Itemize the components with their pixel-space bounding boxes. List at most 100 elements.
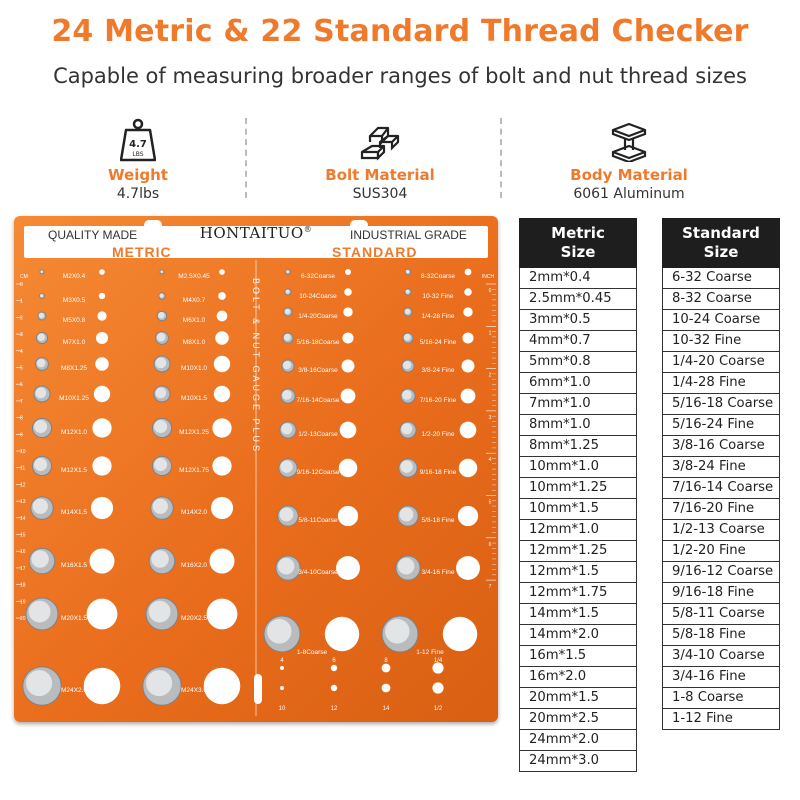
nut-gauge-hole <box>206 598 238 630</box>
standard-size-row: 1/2-13 Coarse <box>662 520 780 541</box>
bolt-gauge <box>401 359 415 373</box>
inch-tick-label: 4 <box>489 457 492 463</box>
center-gauge-text: BOLT & NUT GAUGE PLUS <box>251 278 261 454</box>
nut-gauge-hole <box>336 556 360 580</box>
bolt-gauge <box>400 388 416 404</box>
nut-gauge-hole <box>458 458 478 478</box>
spec-bolt-material: Bolt Material SUS304 <box>255 116 505 202</box>
cm-tick-label: 19 <box>20 599 26 605</box>
nut-gauge-hole <box>341 359 355 373</box>
nut-gauge-hole <box>442 616 478 652</box>
bolt-gauge <box>156 310 168 322</box>
drill-size-label: 10 <box>279 706 286 712</box>
bolt-gauge <box>158 292 166 300</box>
bolt-gauge <box>402 332 414 344</box>
bolt-gauge <box>399 421 417 439</box>
metric-size-row: 14mm*1.5 <box>519 604 637 625</box>
standard-gauge-label: 9/16-12Coarse <box>297 469 340 476</box>
nut-gauge-hole <box>89 548 115 574</box>
weight-icon-number: 4.7 <box>129 139 147 150</box>
drill-size-label: 12 <box>331 706 338 712</box>
bolt-gauge <box>159 269 165 275</box>
bolt-gauge <box>278 458 298 478</box>
nut-gauge-hole <box>324 616 360 652</box>
nut-gauge-hole <box>99 269 105 275</box>
bolt-gauge <box>404 288 412 296</box>
bolt-gauge <box>153 355 171 373</box>
metric-gauge-label: M3X0.5 <box>63 297 86 304</box>
cm-tick-label: 11 <box>20 466 25 472</box>
metric-size-row: 10mm*1.0 <box>519 457 637 478</box>
standard-size-row: 10-32 Fine <box>662 331 780 352</box>
bolt-gauge <box>281 359 295 373</box>
brand-mark: ® <box>303 225 313 234</box>
nut-gauge-hole <box>330 684 338 692</box>
bolt-gauge <box>275 555 301 581</box>
cm-tick-label: 1 <box>20 299 23 305</box>
drill-size-label: 6 <box>332 658 336 664</box>
nut-gauge-hole <box>92 418 112 438</box>
bolt-gauge <box>404 268 412 276</box>
standard-gauge-label: 5/16-24 Fine <box>420 339 457 346</box>
bolt-gauge <box>142 666 182 706</box>
metric-size-row: 6mm*1.0 <box>519 373 637 394</box>
cm-tick-label: 17 <box>20 566 26 572</box>
nut-gauge-hole <box>340 388 356 404</box>
nut-gauge-hole <box>216 310 228 322</box>
standard-gauge-label: 10-32 Fine <box>422 293 453 300</box>
bolt-gauge <box>155 331 169 345</box>
nut-gauge-hole <box>93 385 111 403</box>
standard-table-body: 6-32 Coarse 8-32 Coarse 10-24 Coarse 10-32 … <box>662 268 780 730</box>
nut-gauge-hole <box>97 311 107 321</box>
standard-size-row: 5/8-18 Fine <box>662 625 780 646</box>
nut-gauge-hole <box>209 548 235 574</box>
standard-gauge-label: 3/8-24 Fine <box>422 367 455 374</box>
metric-gauge-label: M2X0.4 <box>63 273 86 280</box>
metric-gauge-label: M20X2.5 <box>181 615 207 622</box>
nut-gauge-hole <box>342 332 354 344</box>
drill-size-label: 4 <box>280 658 284 664</box>
standard-size-row: 6-32 Coarse <box>662 268 780 289</box>
metric-gauge-label: M10X1.0 <box>181 365 207 372</box>
standard-gauge-label: 5/8-11Coarse <box>299 517 338 524</box>
bolt-gauge <box>280 388 296 404</box>
spec-value: 6061 Aluminum <box>573 186 685 202</box>
metric-size-row: 5mm*0.8 <box>519 352 637 373</box>
metric-size-row: 20mm*2.5 <box>519 709 637 730</box>
nut-gauge-hole <box>90 496 114 520</box>
bolt-gauge <box>145 597 179 631</box>
metric-gauge-label: M7X1.0 <box>63 339 86 346</box>
bolt-gauge <box>381 615 419 653</box>
metric-gauge-label: M8X1.25 <box>61 365 87 372</box>
cm-tick-label: 13 <box>20 499 26 505</box>
cm-tick-label: 0 <box>20 282 23 288</box>
spec-label: Body Material <box>570 166 688 184</box>
bolt-gauge <box>28 547 56 575</box>
cm-ruler-label: CM <box>20 274 28 280</box>
bolt-gauge <box>22 666 62 706</box>
metric-gauge-label: M14X2.0 <box>181 509 207 516</box>
standard-size-row: 8-32 Coarse <box>662 289 780 310</box>
nut-gauge-hole <box>95 357 109 371</box>
nut-gauge-hole <box>212 418 232 438</box>
standard-size-row: 1/2-20 Fine <box>662 541 780 562</box>
standard-size-row: 3/4-16 Fine <box>662 667 780 688</box>
metric-gauge-label: M12X1.5 <box>61 467 87 474</box>
metric-section-label: METRIC <box>112 244 172 260</box>
metric-size-row: 12mm*1.75 <box>519 583 637 604</box>
standard-size-row: 1-8 Coarse <box>662 688 780 709</box>
metric-size-row: 8mm*1.0 <box>519 415 637 436</box>
weight-icon-unit: LBS <box>132 151 143 158</box>
inch-tick-label: 1 <box>489 330 492 336</box>
nut-gauge-hole <box>95 331 109 345</box>
spec-divider <box>500 118 502 198</box>
bolt-gauge <box>39 293 45 299</box>
bolt-gauge <box>284 288 292 296</box>
nut-gauge-hole <box>212 456 232 476</box>
standard-gauge-label: 1/4-20Coarse <box>298 313 338 320</box>
spec-label: Weight <box>108 166 168 184</box>
nut-gauge-hole <box>338 458 358 478</box>
cm-tick-label: 4 <box>20 349 23 355</box>
metric-size-row: 8mm*1.25 <box>519 436 637 457</box>
bolt-gauge <box>31 417 53 439</box>
